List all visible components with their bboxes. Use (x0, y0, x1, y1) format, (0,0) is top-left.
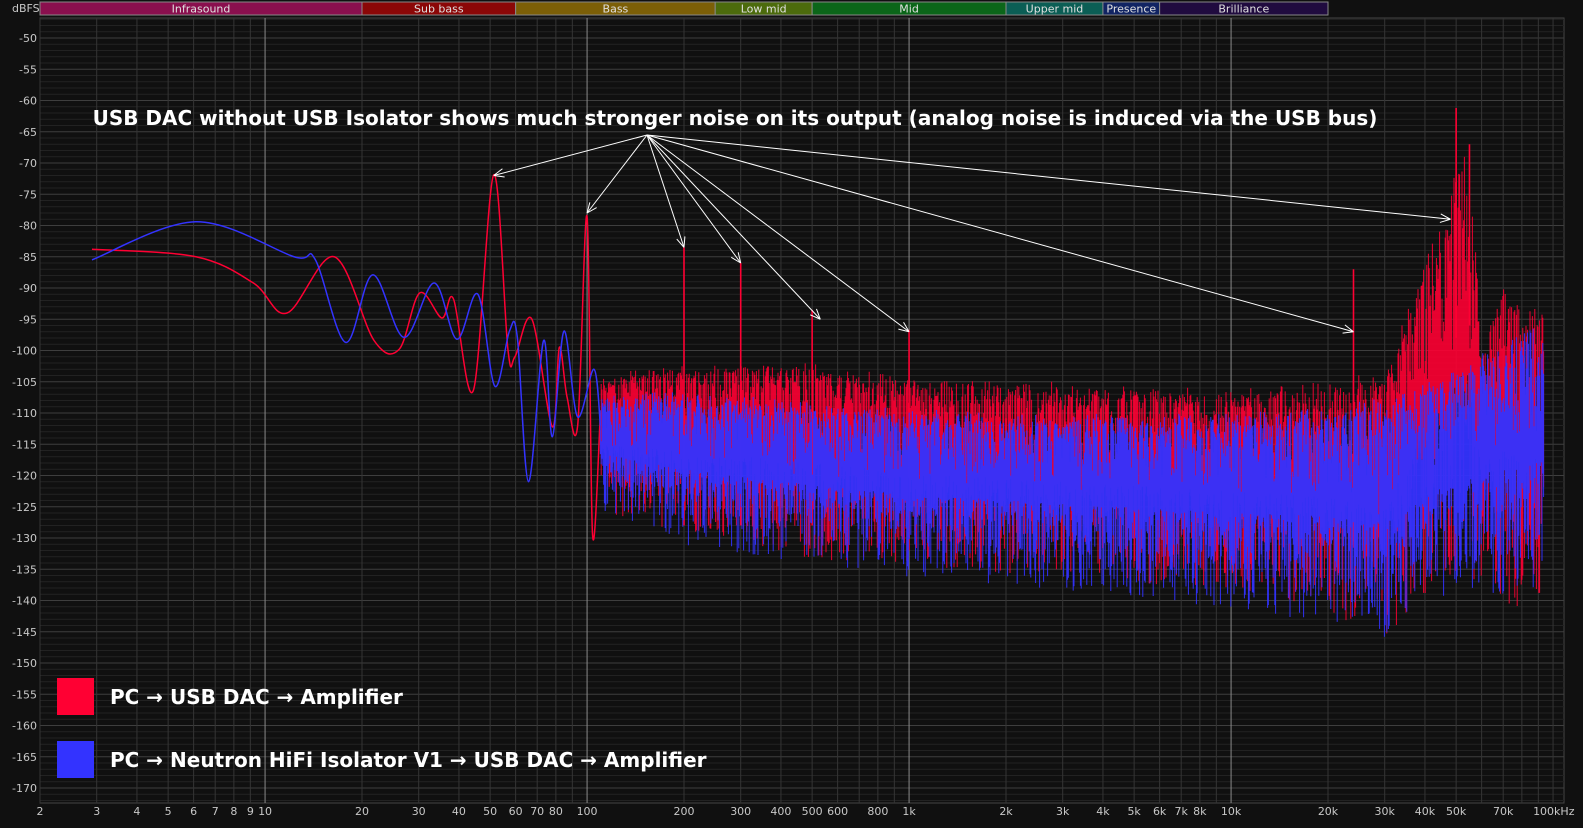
y-tick-label: -150 (12, 657, 37, 670)
x-tick-label: 100 (577, 805, 598, 818)
band-label: Mid (899, 3, 919, 16)
band-label: Upper mid (1026, 3, 1084, 16)
y-tick-label: -145 (12, 626, 37, 639)
y-tick-label: -85 (19, 251, 37, 264)
annotation-text: USB DAC without USB Isolator shows much … (93, 106, 1378, 130)
x-tick-label: 30 (412, 805, 426, 818)
band-label: Sub bass (414, 3, 464, 16)
x-tick-label: 5 (165, 805, 172, 818)
y-tick-label: -60 (19, 95, 37, 108)
y-tick-label: -80 (19, 220, 37, 233)
x-tick-label: 80 (549, 805, 563, 818)
noise-isolator (599, 328, 1545, 637)
legend-swatch-usb-dac (57, 678, 94, 715)
x-tick-label: 500 (802, 805, 823, 818)
x-tick-label: 50k (1446, 805, 1467, 818)
y-tick-label: -100 (12, 345, 37, 358)
x-tick-label: 10 (258, 805, 272, 818)
y-tick-label: -70 (19, 157, 37, 170)
annotation-arrow (646, 134, 1354, 334)
annotation-arrow (646, 134, 821, 320)
x-tick-label: 10k (1221, 805, 1242, 818)
y-axis-label: dBFS (12, 2, 40, 15)
annotation-arrow (586, 134, 648, 214)
frequency-band-bar: Infrasound Sub bass Bass Low mid Mid Upper mi… (39, 1, 1329, 16)
x-tick-label: 3k (1056, 805, 1070, 818)
x-tick-label: 400 (770, 805, 791, 818)
y-tick-label: -105 (12, 376, 37, 389)
y-tick-label: -55 (19, 63, 37, 76)
y-tick-label: -130 (12, 532, 37, 545)
legend-swatch-isolator (57, 741, 94, 778)
annotation-arrow (646, 134, 686, 248)
grid (39, 17, 1565, 804)
x-tick-label: 3 (93, 805, 100, 818)
band-label: Presence (1106, 3, 1156, 16)
y-tick-label: -90 (19, 282, 37, 295)
x-tick-label: 70k (1493, 805, 1514, 818)
x-tick-label: 8k (1193, 805, 1207, 818)
annotation-arrow (646, 134, 1451, 223)
y-tick-label: -155 (12, 688, 37, 701)
x-tick-label: 300 (730, 805, 751, 818)
x-tick-label: 6 (190, 805, 197, 818)
x-tick-label: 60 (509, 805, 523, 818)
x-tick-label: 70 (530, 805, 544, 818)
x-tick-label: 20k (1318, 805, 1339, 818)
y-tick-label: -110 (12, 407, 37, 420)
y-tick-labels: -50 -55 -60 -65 -70 -75 -80 -85 -90 -95 -100 -105 -1… (12, 32, 37, 795)
x-tick-label: 1k (902, 805, 916, 818)
x-tick-label: 6k (1153, 805, 1167, 818)
x-tick-label: 600 (827, 805, 848, 818)
y-tick-label: -160 (12, 720, 37, 733)
annotation-arrow (646, 134, 742, 264)
x-tick-label: 2k (999, 805, 1013, 818)
y-tick-label: -115 (12, 438, 37, 451)
legend-label-usb-dac: PC → USB DAC → Amplifier (110, 685, 403, 709)
x-tick-label: 200 (674, 805, 695, 818)
legend-label-isolator: PC → Neutron HiFi Isolator V1 → USB DAC … (110, 748, 707, 772)
x-tick-label: 40k (1415, 805, 1436, 818)
y-tick-label: -95 (19, 313, 37, 326)
x-tick-label: 20 (355, 805, 369, 818)
y-tick-label: -125 (12, 501, 37, 514)
y-tick-label: -120 (12, 470, 37, 483)
annotation: USB DAC without USB Isolator shows much … (93, 106, 1451, 334)
band-label: Brilliance (1218, 3, 1269, 16)
x-tick-label: 40 (452, 805, 466, 818)
x-tick-label: 4 (133, 805, 140, 818)
y-tick-label: -140 (12, 595, 37, 608)
x-tick-label: 8 (230, 805, 237, 818)
y-tick-label: -165 (12, 751, 37, 764)
x-tick-label: 7 (212, 805, 219, 818)
x-tick-label: 50 (483, 805, 497, 818)
x-tick-label: 100kHz (1533, 805, 1575, 818)
annotation-arrow (646, 134, 910, 333)
band-label: Low mid (741, 3, 787, 16)
x-tick-label: 30k (1375, 805, 1396, 818)
band-label: Bass (603, 3, 629, 16)
x-tick-label: 9 (247, 805, 254, 818)
band-label: Infrasound (172, 3, 231, 16)
y-tick-label: -170 (12, 782, 37, 795)
y-tick-label: -75 (19, 188, 37, 201)
trace-isolator (91, 220, 602, 483)
x-tick-label: 5k (1127, 805, 1141, 818)
y-tick-label: -50 (19, 32, 37, 45)
y-tick-label: -135 (12, 563, 37, 576)
series-traces (91, 108, 1545, 637)
annotation-arrow (493, 134, 648, 178)
band-brilliance (1159, 1, 1329, 16)
x-tick-label: 4k (1096, 805, 1110, 818)
x-tick-label: 7k (1175, 805, 1189, 818)
x-tick-label: 800 (867, 805, 888, 818)
legend: PC → USB DAC → Amplifier PC → Neutron Hi… (57, 678, 707, 778)
x-tick-label: 2 (37, 805, 44, 818)
trace-usb-dac (91, 174, 602, 541)
y-tick-label: -65 (19, 126, 37, 139)
x-tick-labels: 2 3 4 5 6 7 8 9 10 20 30 40 50 60 70 80 100 200 300 400 500 6… (37, 805, 1575, 818)
